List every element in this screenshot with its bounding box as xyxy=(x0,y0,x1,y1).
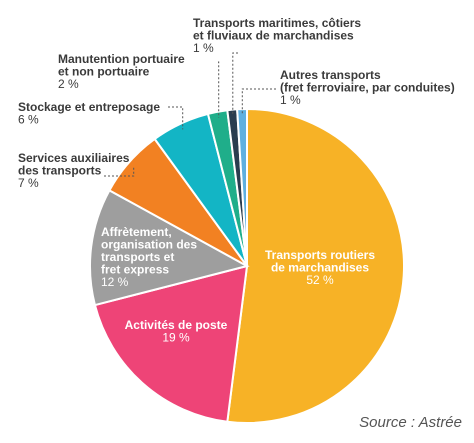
slice-6-value-label: 1 % xyxy=(193,41,214,55)
slice-6-label-line-0: Transports maritimes, côtiers xyxy=(193,16,361,30)
slice-3-label-line-1: des transports xyxy=(18,164,102,178)
slice-3-label-line-0: Services auxiliaires xyxy=(18,151,130,165)
leader-line-3 xyxy=(104,166,135,177)
slice-0-value-label: 52 % xyxy=(306,273,334,287)
slice-3-value-label: 7 % xyxy=(18,176,39,190)
leader-line-7 xyxy=(241,88,276,116)
slice-5-label-line-1: et non portuaire xyxy=(58,65,150,79)
slice-7-label-line-0: Autres transports xyxy=(280,68,381,82)
slice-4-label-line-0: Stockage et entreposage xyxy=(18,100,160,114)
leader-line-6 xyxy=(232,52,238,116)
slice-5-label-line-0: Manutention portuaire xyxy=(58,52,185,66)
leader-line-4 xyxy=(168,106,184,130)
slice-2-label-line-1: organisation des xyxy=(101,238,197,252)
pie-slice-1 xyxy=(93,264,249,423)
slice-2-label-line-0: Affrètement, xyxy=(101,225,172,239)
slice-2-label-line-2: transports et xyxy=(101,250,174,264)
slice-2-value-label: 12 % xyxy=(101,275,129,289)
slice-6-label-line-1: et fluviaux de marchandises xyxy=(193,29,354,43)
slice-5-value-label: 2 % xyxy=(58,77,79,91)
source-note: Source : Astrée xyxy=(359,414,462,431)
slice-1-value-label: 19 % xyxy=(162,331,190,345)
slice-2-label-line-3: fret express xyxy=(101,263,169,277)
slice-7-label-line-1: (fret ferroviaire, par conduites) xyxy=(280,81,455,95)
pie-slice-0 xyxy=(226,107,406,424)
slice-4-value-label: 6 % xyxy=(18,113,39,127)
leader-line-5 xyxy=(218,61,220,118)
slice-0-label-line-0: Transports routiers xyxy=(265,248,375,262)
slice-0-label-line-1: de marchandises xyxy=(271,261,369,275)
pie-slice-2 xyxy=(88,189,250,307)
slice-7-value-label: 1 % xyxy=(280,93,301,107)
slice-1-label-line-0: Activités de poste xyxy=(125,318,228,332)
